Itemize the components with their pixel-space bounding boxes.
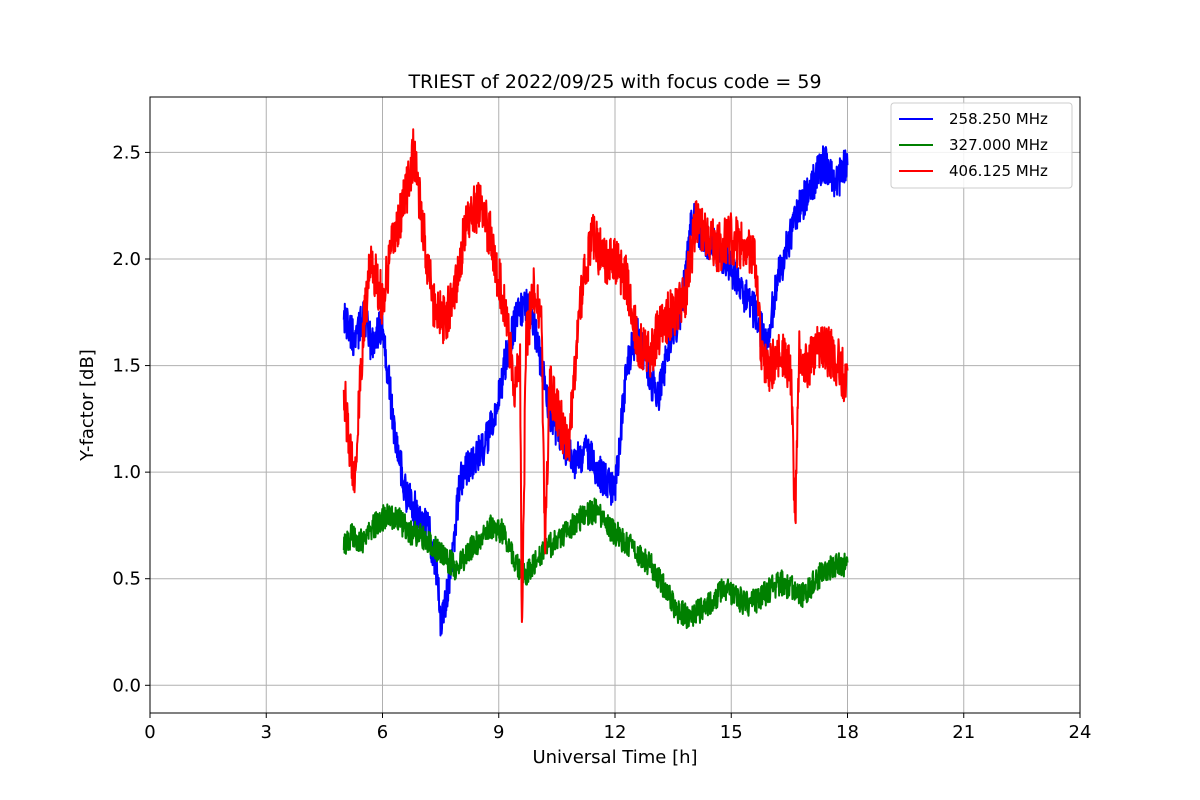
x-tick-label: 3 <box>261 722 272 743</box>
y-tick-label: 0.0 <box>112 675 141 696</box>
x-axis: 0 3 6 9 12 15 18 21 24 <box>144 713 1091 743</box>
legend-label: 258.250 MHz <box>949 110 1048 128</box>
series-line <box>342 497 849 630</box>
x-tick-label: 6 <box>377 722 388 743</box>
series-layer <box>342 128 849 637</box>
x-tick-label: 21 <box>952 722 975 743</box>
x-tick-label: 15 <box>720 722 743 743</box>
chart-title: TRIEST of 2022/09/25 with focus code = 5… <box>407 71 821 93</box>
x-tick-label: 18 <box>836 722 859 743</box>
legend-box <box>890 102 1073 189</box>
y-tick-label: 2.0 <box>112 249 141 270</box>
y-tick-label: 1.5 <box>112 356 141 377</box>
x-tick-label: 12 <box>604 722 627 743</box>
x-tick-label: 0 <box>144 722 155 743</box>
legend-label: 327.000 MHz <box>949 136 1048 154</box>
y-axis-label: Y-factor [dB] <box>77 349 98 462</box>
series-line <box>342 128 849 623</box>
y-axis: 0.0 0.5 1.0 1.5 2.0 2.5 <box>112 142 150 696</box>
legend: 258.250 MHz 327.000 MHz 406.125 MHz <box>890 102 1073 189</box>
y-tick-label: 0.5 <box>112 569 141 590</box>
y-tick-label: 2.5 <box>112 142 141 163</box>
y-tick-label: 1.0 <box>112 462 141 483</box>
x-tick-label: 24 <box>1069 722 1092 743</box>
x-axis-label: Universal Time [h] <box>532 747 697 768</box>
series-line <box>342 145 849 637</box>
legend-label: 406.125 MHz <box>949 162 1048 180</box>
x-tick-label: 9 <box>493 722 504 743</box>
